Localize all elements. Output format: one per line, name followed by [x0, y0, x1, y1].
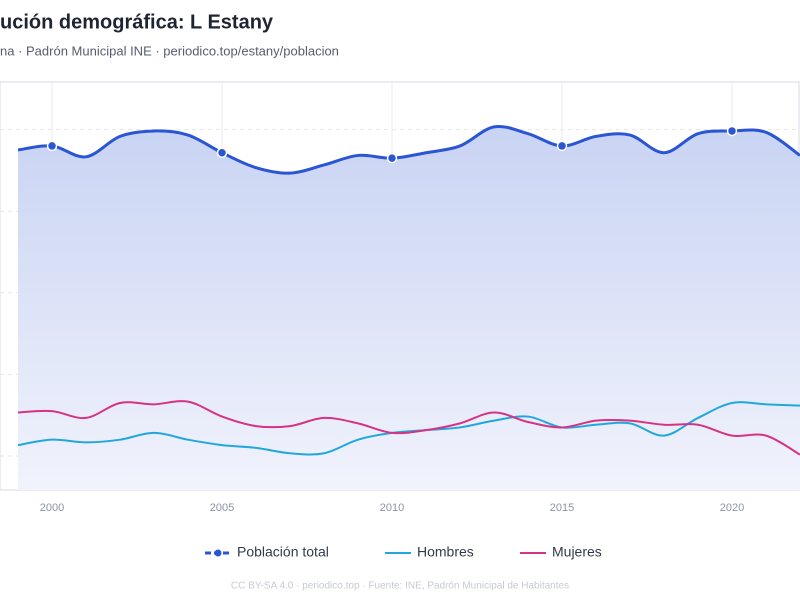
- marker: [216, 147, 228, 158]
- x-tick-label: 2015: [550, 502, 574, 514]
- x-tick-label: 2010: [380, 502, 404, 514]
- line: [17, 401, 800, 456]
- marker: [386, 152, 398, 164]
- chart-title: ución demográfica: L Estany: [0, 11, 274, 33]
- x-tick-label: 2000: [40, 502, 64, 514]
- plot: [17, 124, 800, 490]
- line: [17, 124, 800, 175]
- area: [18, 126, 800, 490]
- marker: [726, 125, 738, 137]
- legend-label: Población total: [237, 544, 329, 560]
- legend-label: Mujeres: [552, 544, 602, 560]
- legend-dot: [214, 549, 222, 557]
- chart-subtitle: na · Padrón Municipal INE · periodico.to…: [0, 43, 339, 58]
- x-tick-label: 2005: [210, 502, 234, 514]
- x-tick-label: 2020: [720, 502, 744, 514]
- footer: CC BY-SA 4.0 · periodico.top · Fuente: I…: [231, 581, 569, 592]
- line: [17, 400, 800, 456]
- marker: [46, 140, 58, 152]
- marker: [556, 140, 568, 152]
- legend-label: Hombres: [417, 544, 474, 560]
